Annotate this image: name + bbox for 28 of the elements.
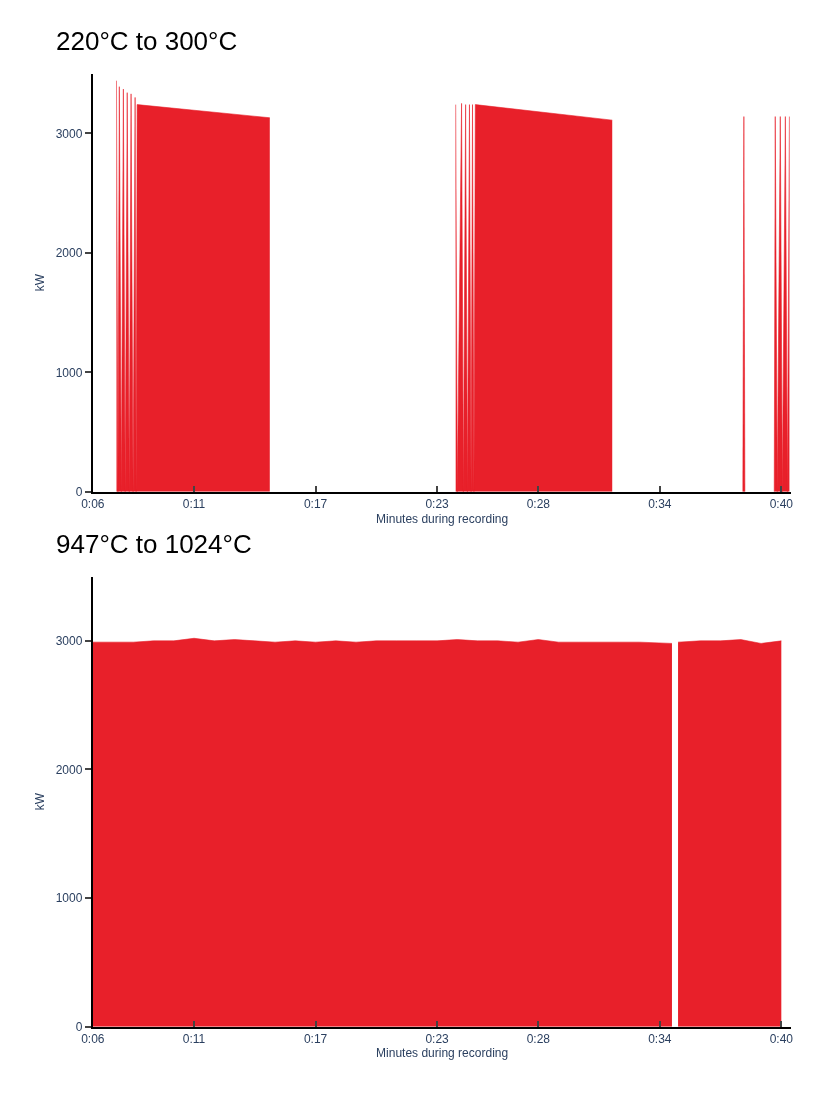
- x-tick-label: 0:40: [769, 1032, 794, 1047]
- x-tick-label: 0:11: [182, 1032, 206, 1047]
- x-tick-label: 0:34: [648, 1032, 672, 1047]
- x-tick-label: 0:11: [182, 497, 206, 512]
- x-tick-label: 0:28: [526, 1032, 551, 1047]
- x-tick-label: 0:34: [648, 497, 672, 512]
- y-tick-label: 2000: [55, 762, 83, 777]
- x-tick-label: 0:17: [303, 497, 328, 512]
- y-axis-title: kW: [33, 273, 48, 292]
- x-tick-label: 0:06: [81, 1032, 105, 1047]
- y-tick-label: 1000: [55, 891, 83, 906]
- y-tick-label: 0: [75, 485, 83, 500]
- x-tick-label: 0:17: [303, 1032, 328, 1047]
- x-tick-label: 0:40: [769, 497, 794, 512]
- y-tick-label: 2000: [55, 246, 83, 261]
- chart-title: 947°C to 1024°C: [56, 529, 252, 559]
- y-tick-label: 3000: [55, 634, 83, 649]
- x-axis-title: Minutes during recording: [376, 1046, 509, 1061]
- chart-title: 220°C to 300°C: [56, 26, 238, 56]
- x-axis-title: Minutes during recording: [376, 511, 509, 526]
- x-tick-label: 0:06: [81, 497, 105, 512]
- x-tick-label: 0:28: [526, 497, 551, 512]
- y-tick-label: 3000: [55, 126, 83, 141]
- y-tick-label: 1000: [55, 365, 83, 380]
- y-axis-title: kW: [33, 792, 48, 811]
- x-tick-label: 0:23: [425, 497, 450, 512]
- y-tick-label: 0: [75, 1019, 83, 1034]
- x-tick-label: 0:23: [425, 1032, 450, 1047]
